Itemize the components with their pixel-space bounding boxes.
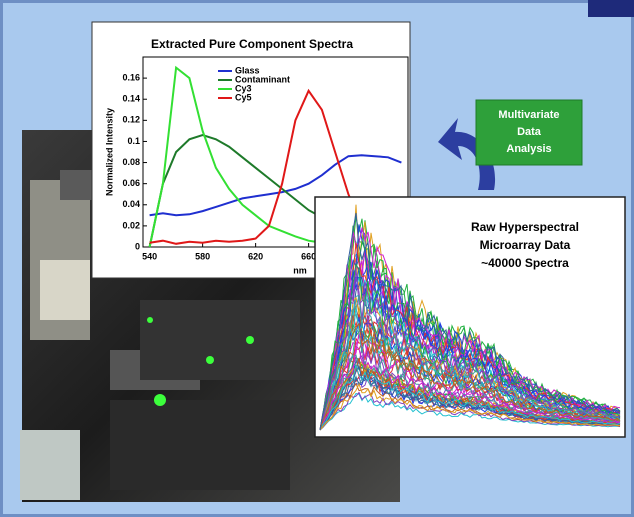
y-tick-label: 0.02 (122, 220, 140, 230)
raw-title: Raw Hyperspectral (471, 220, 579, 234)
spectrum-decoration (319, 382, 621, 431)
y-tick-label: 0.08 (122, 157, 140, 167)
spectrum-decoration (319, 364, 621, 431)
y-tick-label: 0.16 (122, 72, 140, 82)
spectrum-decoration (319, 346, 620, 431)
arrow (438, 118, 496, 190)
annotation: Analysis (506, 143, 551, 155)
y-tick-label: 0.04 (122, 199, 140, 209)
series-line (149, 154, 402, 217)
legend-label: Contaminant (235, 74, 290, 84)
raw-spectra (319, 204, 621, 431)
spectrum-decoration (319, 326, 621, 431)
x-tick-label: 540 (142, 251, 157, 261)
spectrum-decoration (319, 268, 621, 431)
x-tick-label: 580 (195, 251, 210, 261)
x-tick-label: 660 (301, 251, 316, 261)
y-axis-label: Normalized Intensity (104, 108, 114, 196)
spectrum-decoration (319, 242, 621, 431)
spectrum-decoration (319, 295, 621, 431)
chart-title: Extracted Pure Component Spectra (151, 37, 353, 51)
spectrum-decoration (319, 365, 621, 431)
legend-label: Cy3 (235, 83, 252, 93)
corner-tab (588, 0, 634, 17)
raw-title: Microarray Data (480, 238, 571, 252)
spectrum-decoration (319, 227, 621, 431)
legend-label: Cy5 (235, 92, 252, 102)
x-tick-label: 620 (248, 251, 263, 261)
raw-title: ~40000 Spectra (481, 256, 569, 270)
y-tick-label: 0.12 (122, 115, 140, 125)
y-tick-label: 0.14 (122, 94, 140, 104)
spectrum-decoration (319, 322, 621, 431)
annotation: Data (517, 126, 542, 138)
legend-label: Glass (235, 65, 260, 75)
y-tick-label: 0 (135, 241, 140, 251)
spectrum-decoration (319, 212, 621, 431)
plot-frame (142, 56, 409, 248)
annotation-box (475, 99, 583, 166)
y-tick-label: 0.1 (127, 136, 140, 146)
spectrum-decoration (319, 324, 621, 431)
x-axis-label: nm (293, 265, 307, 275)
spectrum-decoration (319, 344, 621, 431)
annotation: Multivariate (498, 109, 559, 121)
y-tick-label: 0.06 (122, 178, 140, 188)
